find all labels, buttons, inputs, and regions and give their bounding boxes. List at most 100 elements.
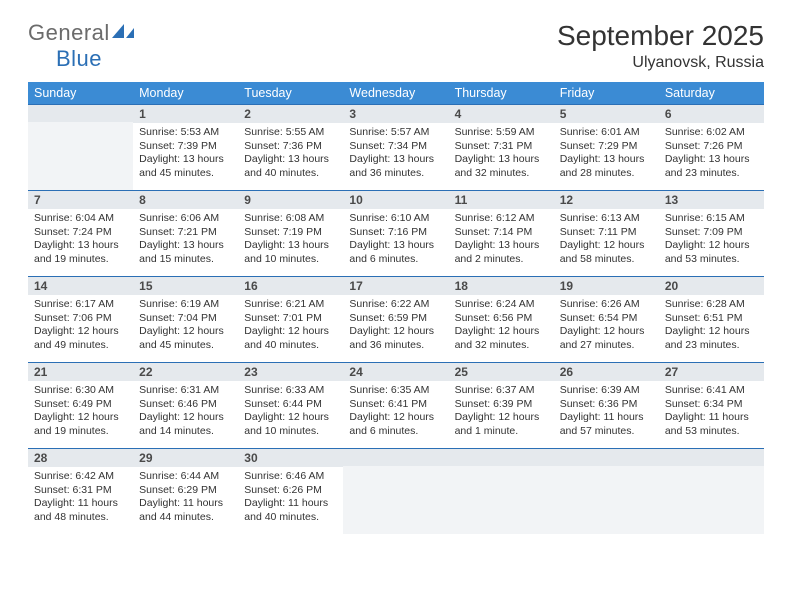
date-number: 17 <box>343 276 448 295</box>
date-number: 3 <box>343 104 448 123</box>
day-header: Friday <box>554 82 659 104</box>
day-header: Wednesday <box>343 82 448 104</box>
calendar-cell: 26Sunrise: 6:39 AMSunset: 6:36 PMDayligh… <box>554 362 659 448</box>
day-header-row: SundayMondayTuesdayWednesdayThursdayFrid… <box>28 82 764 104</box>
date-number: 4 <box>449 104 554 123</box>
day-info: Sunrise: 5:53 AMSunset: 7:39 PMDaylight:… <box>133 123 238 183</box>
date-number: 18 <box>449 276 554 295</box>
day-header: Monday <box>133 82 238 104</box>
calendar-body: 1Sunrise: 5:53 AMSunset: 7:39 PMDaylight… <box>28 104 764 534</box>
calendar-cell: 30Sunrise: 6:46 AMSunset: 6:26 PMDayligh… <box>238 448 343 534</box>
calendar-cell <box>659 448 764 534</box>
calendar-cell: 12Sunrise: 6:13 AMSunset: 7:11 PMDayligh… <box>554 190 659 276</box>
calendar-cell: 19Sunrise: 6:26 AMSunset: 6:54 PMDayligh… <box>554 276 659 362</box>
date-number: 20 <box>659 276 764 295</box>
calendar-cell: 18Sunrise: 6:24 AMSunset: 6:56 PMDayligh… <box>449 276 554 362</box>
calendar-page: General Blue September 2025 Ulyanovsk, R… <box>0 0 792 544</box>
date-number: 29 <box>133 448 238 467</box>
calendar-cell: 24Sunrise: 6:35 AMSunset: 6:41 PMDayligh… <box>343 362 448 448</box>
calendar-cell: 6Sunrise: 6:02 AMSunset: 7:26 PMDaylight… <box>659 104 764 190</box>
calendar-cell: 9Sunrise: 6:08 AMSunset: 7:19 PMDaylight… <box>238 190 343 276</box>
calendar-week: 7Sunrise: 6:04 AMSunset: 7:24 PMDaylight… <box>28 190 764 276</box>
calendar-cell: 4Sunrise: 5:59 AMSunset: 7:31 PMDaylight… <box>449 104 554 190</box>
empty-fill <box>28 122 133 190</box>
empty-datebar <box>554 448 659 466</box>
empty-datebar <box>343 448 448 466</box>
calendar-cell: 22Sunrise: 6:31 AMSunset: 6:46 PMDayligh… <box>133 362 238 448</box>
calendar-cell: 17Sunrise: 6:22 AMSunset: 6:59 PMDayligh… <box>343 276 448 362</box>
calendar-cell: 11Sunrise: 6:12 AMSunset: 7:14 PMDayligh… <box>449 190 554 276</box>
day-info: Sunrise: 6:19 AMSunset: 7:04 PMDaylight:… <box>133 295 238 355</box>
calendar-cell: 2Sunrise: 5:55 AMSunset: 7:36 PMDaylight… <box>238 104 343 190</box>
empty-fill <box>449 466 554 534</box>
calendar-cell: 5Sunrise: 6:01 AMSunset: 7:29 PMDaylight… <box>554 104 659 190</box>
day-info: Sunrise: 6:35 AMSunset: 6:41 PMDaylight:… <box>343 381 448 441</box>
calendar-cell: 8Sunrise: 6:06 AMSunset: 7:21 PMDaylight… <box>133 190 238 276</box>
day-info: Sunrise: 6:28 AMSunset: 6:51 PMDaylight:… <box>659 295 764 355</box>
day-info: Sunrise: 6:44 AMSunset: 6:29 PMDaylight:… <box>133 467 238 527</box>
calendar-week: 1Sunrise: 5:53 AMSunset: 7:39 PMDaylight… <box>28 104 764 190</box>
day-info: Sunrise: 6:04 AMSunset: 7:24 PMDaylight:… <box>28 209 133 269</box>
day-info: Sunrise: 6:13 AMSunset: 7:11 PMDaylight:… <box>554 209 659 269</box>
calendar-cell: 16Sunrise: 6:21 AMSunset: 7:01 PMDayligh… <box>238 276 343 362</box>
date-number: 23 <box>238 362 343 381</box>
logo-sail-icon <box>110 22 136 40</box>
day-header: Sunday <box>28 82 133 104</box>
date-number: 13 <box>659 190 764 209</box>
day-info: Sunrise: 6:15 AMSunset: 7:09 PMDaylight:… <box>659 209 764 269</box>
calendar-cell <box>554 448 659 534</box>
calendar-cell <box>449 448 554 534</box>
date-number: 19 <box>554 276 659 295</box>
day-info: Sunrise: 6:06 AMSunset: 7:21 PMDaylight:… <box>133 209 238 269</box>
calendar-cell: 1Sunrise: 5:53 AMSunset: 7:39 PMDaylight… <box>133 104 238 190</box>
date-number: 26 <box>554 362 659 381</box>
day-header: Thursday <box>449 82 554 104</box>
page-header: General Blue September 2025 Ulyanovsk, R… <box>28 20 764 72</box>
date-number: 27 <box>659 362 764 381</box>
date-number: 10 <box>343 190 448 209</box>
day-info: Sunrise: 6:10 AMSunset: 7:16 PMDaylight:… <box>343 209 448 269</box>
date-number: 16 <box>238 276 343 295</box>
day-info: Sunrise: 6:30 AMSunset: 6:49 PMDaylight:… <box>28 381 133 441</box>
calendar-cell: 29Sunrise: 6:44 AMSunset: 6:29 PMDayligh… <box>133 448 238 534</box>
calendar-cell <box>343 448 448 534</box>
day-info: Sunrise: 6:22 AMSunset: 6:59 PMDaylight:… <box>343 295 448 355</box>
day-info: Sunrise: 6:17 AMSunset: 7:06 PMDaylight:… <box>28 295 133 355</box>
calendar-cell: 7Sunrise: 6:04 AMSunset: 7:24 PMDaylight… <box>28 190 133 276</box>
day-info: Sunrise: 5:55 AMSunset: 7:36 PMDaylight:… <box>238 123 343 183</box>
date-number: 28 <box>28 448 133 467</box>
day-info: Sunrise: 6:12 AMSunset: 7:14 PMDaylight:… <box>449 209 554 269</box>
date-number: 7 <box>28 190 133 209</box>
empty-datebar <box>28 104 133 122</box>
day-info: Sunrise: 6:31 AMSunset: 6:46 PMDaylight:… <box>133 381 238 441</box>
date-number: 9 <box>238 190 343 209</box>
date-number: 14 <box>28 276 133 295</box>
calendar-cell: 27Sunrise: 6:41 AMSunset: 6:34 PMDayligh… <box>659 362 764 448</box>
date-number: 2 <box>238 104 343 123</box>
day-info: Sunrise: 6:02 AMSunset: 7:26 PMDaylight:… <box>659 123 764 183</box>
brand-logo: General Blue <box>28 20 136 72</box>
empty-fill <box>554 466 659 534</box>
date-number: 25 <box>449 362 554 381</box>
logo-text: General Blue <box>28 20 136 72</box>
title-block: September 2025 Ulyanovsk, Russia <box>557 20 764 72</box>
date-number: 1 <box>133 104 238 123</box>
calendar-cell: 21Sunrise: 6:30 AMSunset: 6:49 PMDayligh… <box>28 362 133 448</box>
date-number: 12 <box>554 190 659 209</box>
day-info: Sunrise: 6:08 AMSunset: 7:19 PMDaylight:… <box>238 209 343 269</box>
date-number: 8 <box>133 190 238 209</box>
calendar-cell: 15Sunrise: 6:19 AMSunset: 7:04 PMDayligh… <box>133 276 238 362</box>
date-number: 15 <box>133 276 238 295</box>
logo-word-blue: Blue <box>56 46 102 71</box>
calendar-cell: 28Sunrise: 6:42 AMSunset: 6:31 PMDayligh… <box>28 448 133 534</box>
page-title: September 2025 <box>557 20 764 52</box>
day-info: Sunrise: 6:39 AMSunset: 6:36 PMDaylight:… <box>554 381 659 441</box>
calendar-cell: 3Sunrise: 5:57 AMSunset: 7:34 PMDaylight… <box>343 104 448 190</box>
day-info: Sunrise: 6:42 AMSunset: 6:31 PMDaylight:… <box>28 467 133 527</box>
calendar-week: 28Sunrise: 6:42 AMSunset: 6:31 PMDayligh… <box>28 448 764 534</box>
date-number: 6 <box>659 104 764 123</box>
day-header: Saturday <box>659 82 764 104</box>
date-number: 11 <box>449 190 554 209</box>
day-info: Sunrise: 6:41 AMSunset: 6:34 PMDaylight:… <box>659 381 764 441</box>
date-number: 5 <box>554 104 659 123</box>
